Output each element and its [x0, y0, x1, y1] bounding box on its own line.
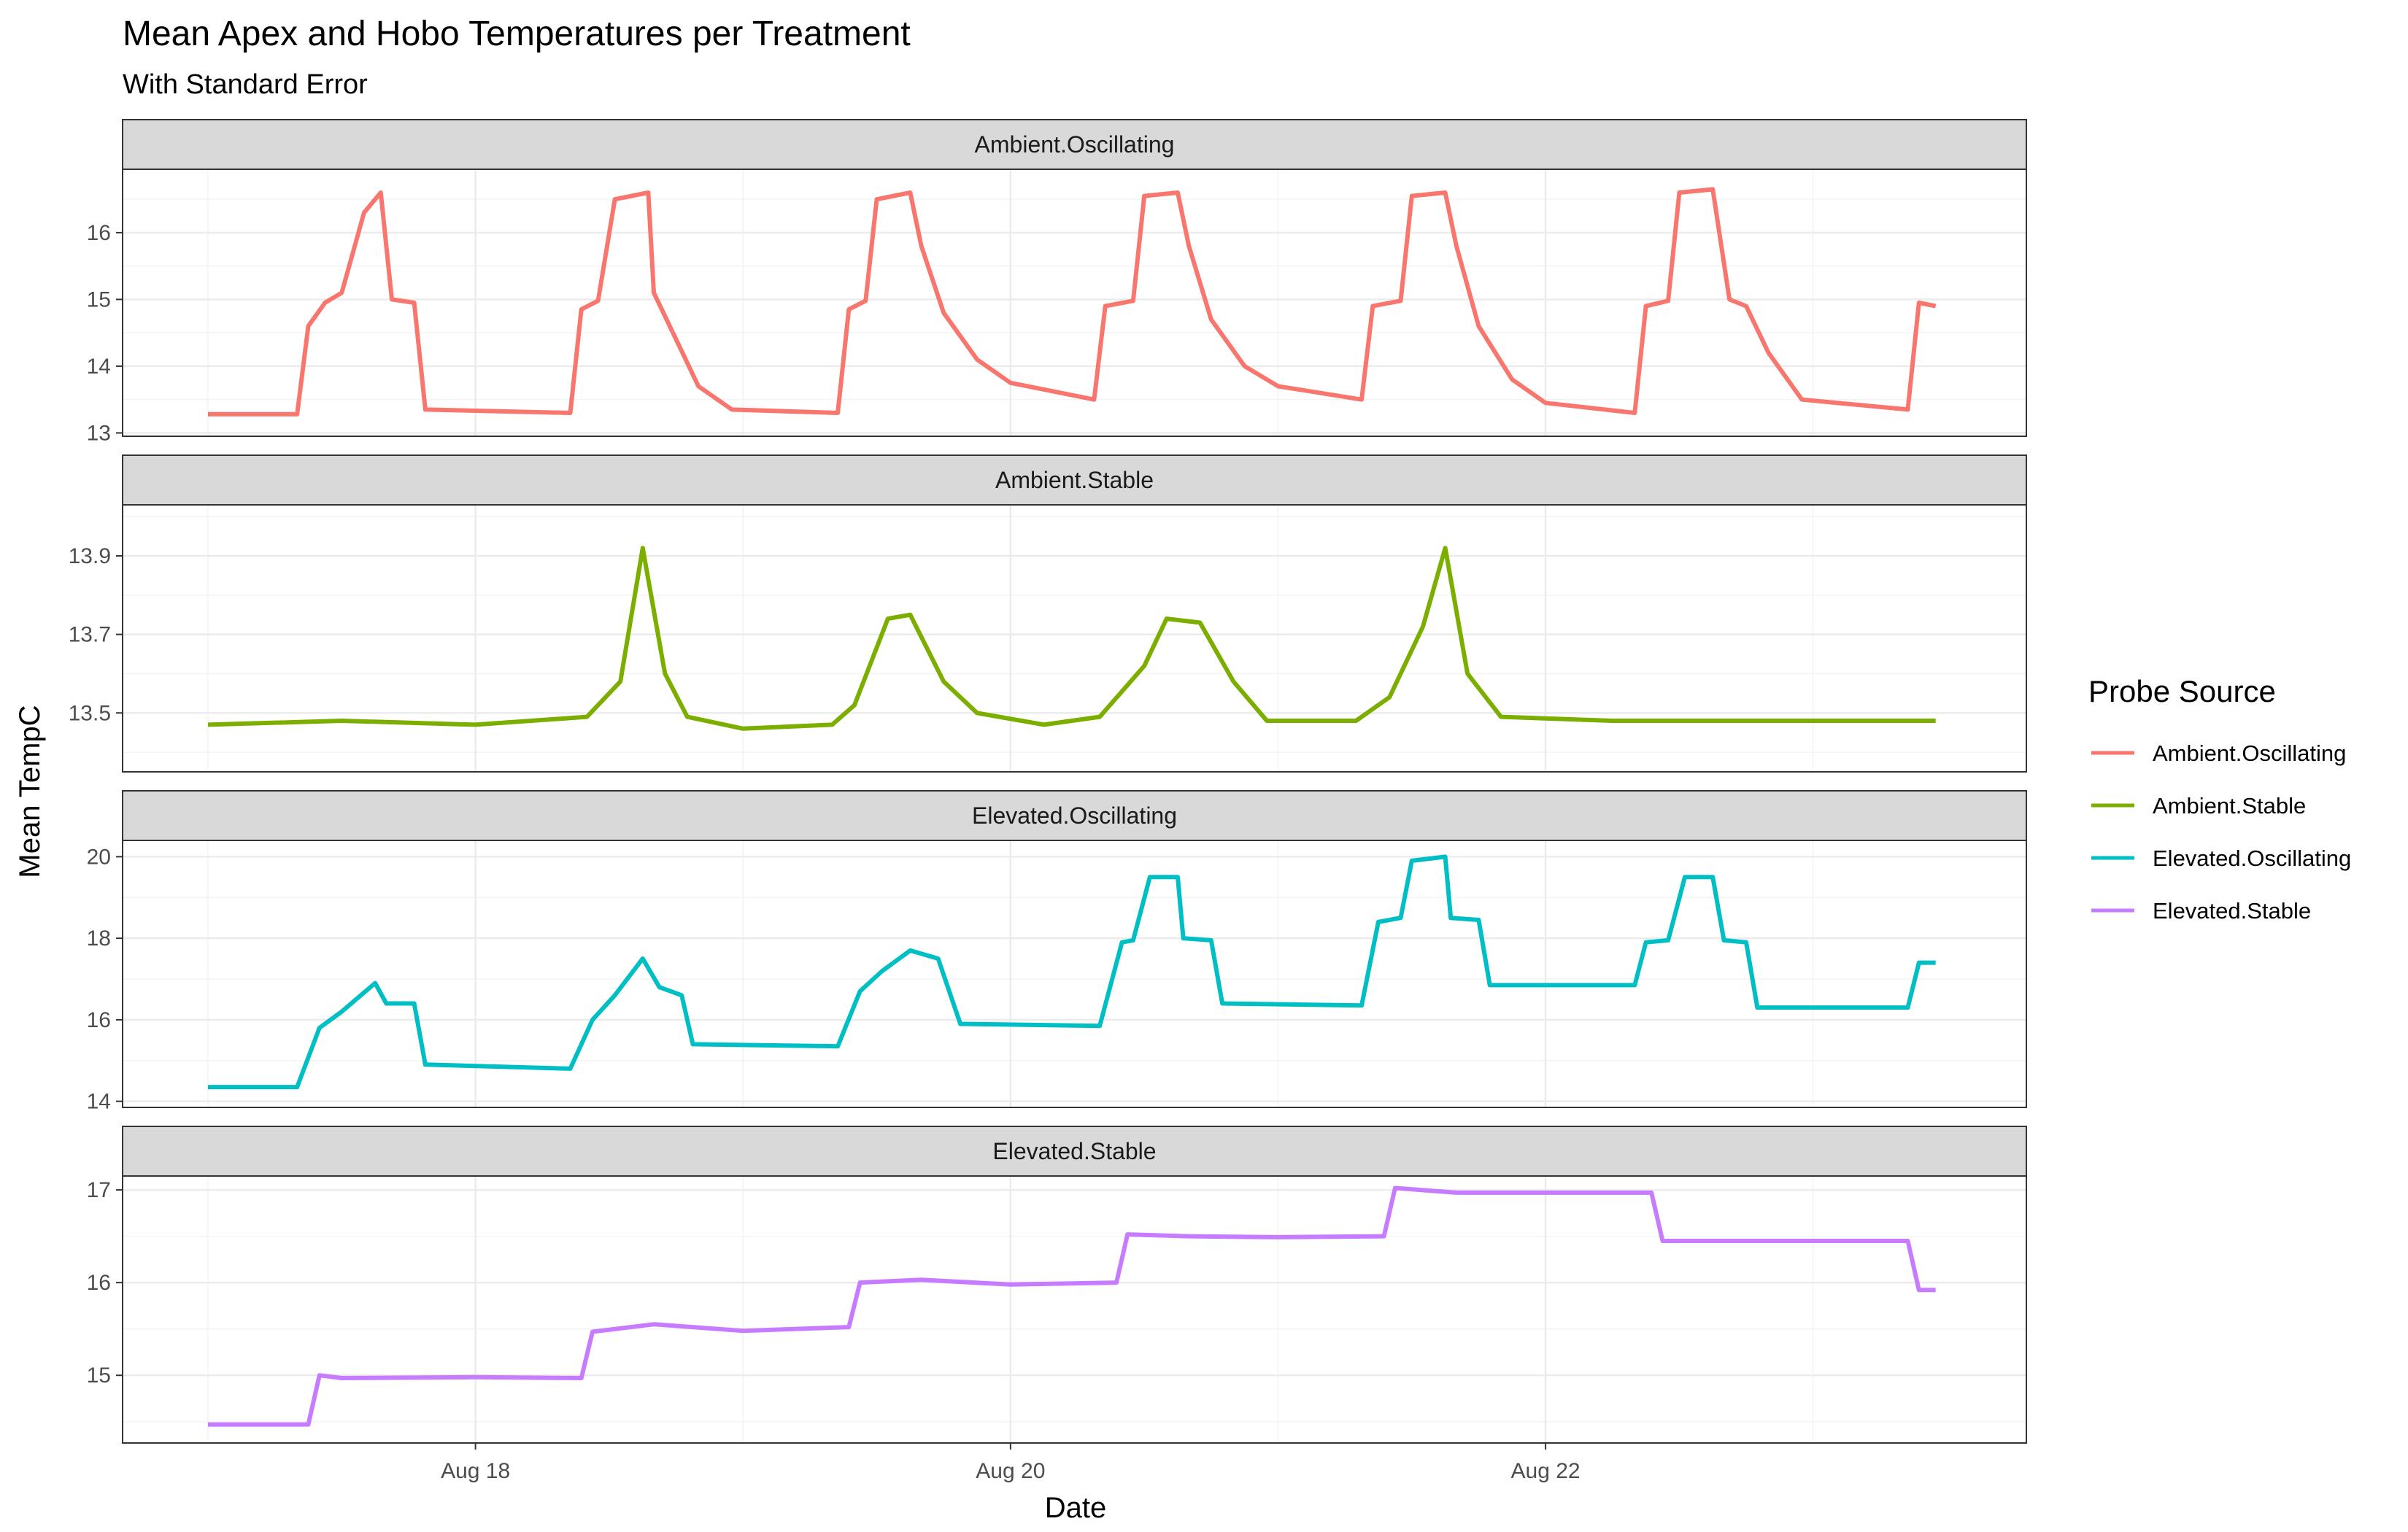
facet-ambient-stable: Ambient.Stable 13.5 13.7 13.9: [69, 454, 2027, 773]
y-tick-label: 14: [87, 355, 111, 379]
y-tick-label: 16: [87, 1008, 111, 1032]
facet-strip-label: Ambient.Stable: [995, 467, 1154, 493]
facet-panels: Ambient.Oscillating 13 14 15 16 Ambient.Stabl…: [69, 119, 2027, 1444]
chart-title: Mean Apex and Hobo Temperatures per Trea…: [123, 15, 911, 53]
y-tick-label: 15: [87, 287, 111, 312]
panel-background: [122, 840, 2027, 1108]
series-line-elevated-oscillating: [208, 854, 1936, 1090]
panel-border: [122, 504, 2027, 773]
legend-label-elevated-stable: Elevated.Stable: [2153, 898, 2311, 924]
panel-background: [122, 169, 2027, 437]
series-line-elevated-stable: [208, 1185, 1936, 1427]
facet-strip: [122, 790, 2027, 841]
series-line-ambient-oscillating: [208, 187, 1937, 417]
x-tick-label: Aug 18: [441, 1459, 510, 1483]
x-axis: Aug 18 Aug 20 Aug 22: [441, 1443, 1581, 1483]
y-tick-label: 20: [87, 845, 111, 869]
panel-border: [122, 840, 2027, 1108]
facet-strip: [122, 119, 2027, 170]
legend: Probe Source Ambient.Oscillating Ambient.S…: [2088, 674, 2351, 924]
series-line-ambient-stable: [207, 546, 1936, 731]
facet-strip-label: Elevated.Stable: [992, 1138, 1156, 1164]
facet-strip: [122, 1126, 2027, 1177]
panel-border: [122, 169, 2027, 437]
legend-label-ambient-oscillating: Ambient.Oscillating: [2153, 740, 2346, 766]
panel-background: [122, 504, 2027, 773]
y-axis-title: Mean TempC: [14, 705, 46, 878]
y-tick-label: 17: [87, 1178, 111, 1202]
panel-background: [122, 1175, 2027, 1444]
legend-label-elevated-oscillating: Elevated.Oscillating: [2153, 846, 2351, 871]
y-tick-label: 13: [87, 421, 111, 445]
legend-title: Probe Source: [2088, 674, 2276, 708]
y-tick-label: 13.5: [69, 701, 111, 725]
y-tick-label: 16: [87, 1271, 111, 1295]
facet-strip: [122, 454, 2027, 506]
facet-elevated-stable: Elevated.Stable 15 16 17: [87, 1126, 2027, 1444]
y-tick-label: 16: [87, 221, 111, 245]
facet-strip-label: Elevated.Oscillating: [972, 802, 1177, 829]
y-tick-label: 13.7: [69, 623, 111, 647]
panel-border: [122, 1175, 2027, 1444]
facet-strip-label: Ambient.Oscillating: [975, 131, 1175, 158]
x-tick-label: Aug 22: [1511, 1459, 1581, 1483]
x-tick-label: Aug 20: [976, 1459, 1045, 1483]
y-tick-label: 18: [87, 926, 111, 951]
y-tick-label: 15: [87, 1363, 111, 1388]
y-tick-label: 13.9: [69, 544, 111, 568]
legend-label-ambient-stable: Ambient.Stable: [2153, 793, 2306, 819]
x-axis-title: Date: [1045, 1492, 1107, 1524]
chart-subtitle: With Standard Error: [123, 69, 368, 100]
facet-elevated-oscillating: Elevated.Oscillating 14 16 18 20: [87, 790, 2027, 1114]
facet-ambient-oscillating: Ambient.Oscillating 13 14 15 16: [87, 119, 2027, 445]
y-tick-label: 14: [87, 1090, 111, 1114]
